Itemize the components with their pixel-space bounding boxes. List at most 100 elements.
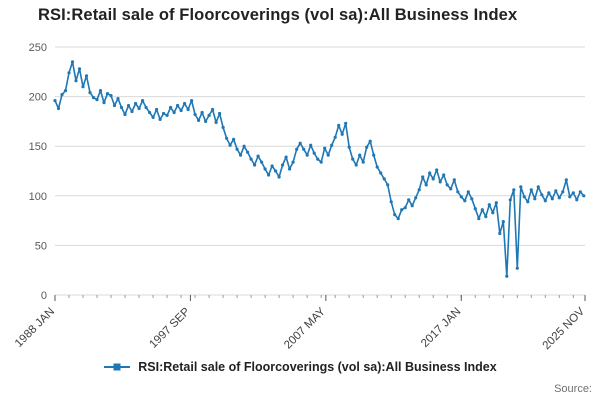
- legend-label: RSI:Retail sale of Floorcoverings (vol s…: [138, 360, 497, 374]
- data-point: [431, 177, 435, 181]
- data-point: [473, 207, 477, 211]
- data-point: [445, 183, 449, 187]
- data-point: [428, 171, 432, 175]
- data-point: [274, 169, 278, 173]
- data-point: [337, 123, 341, 127]
- legend-square-icon: [113, 363, 121, 371]
- data-point: [533, 197, 537, 201]
- data-point: [242, 144, 246, 148]
- data-point: [449, 187, 453, 191]
- data-point: [218, 111, 222, 116]
- data-point: [253, 163, 257, 167]
- data-point: [207, 113, 211, 117]
- data-point: [98, 89, 103, 93]
- data-point: [172, 110, 176, 115]
- data-point: [396, 217, 400, 221]
- data-point: [522, 195, 526, 199]
- x-tick-label: 1997 SEP: [147, 305, 192, 350]
- data-point: [116, 97, 120, 101]
- data-point: [361, 160, 365, 164]
- data-point: [56, 106, 61, 111]
- y-tick-label: 100: [29, 191, 47, 203]
- data-point: [200, 110, 204, 115]
- data-point: [70, 60, 75, 64]
- data-point: [183, 101, 187, 106]
- data-point: [162, 111, 166, 116]
- data-point: [148, 110, 152, 115]
- data-point: [246, 150, 250, 154]
- data-point: [316, 157, 320, 161]
- line-chart: 0 50 100 150 200 250 1988 JAN 1997 SEP 2007 MAY 2…: [13, 42, 588, 352]
- data-point: [463, 199, 467, 203]
- data-point: [190, 99, 194, 103]
- data-point: [354, 163, 358, 167]
- data-point: [414, 196, 418, 200]
- data-point: [263, 167, 267, 171]
- data-point: [204, 119, 208, 123]
- data-point: [137, 106, 141, 111]
- data-point: [557, 196, 561, 200]
- data-point: [284, 155, 288, 159]
- data-point: [281, 163, 285, 167]
- data-point: [424, 183, 428, 187]
- data-point: [512, 188, 516, 192]
- source-label: Source:: [554, 383, 592, 395]
- data-point: [410, 204, 414, 208]
- data-point: [564, 178, 568, 182]
- data-point: [550, 197, 554, 201]
- data-point: [582, 194, 586, 198]
- data-point: [568, 195, 572, 199]
- data-point: [459, 195, 463, 199]
- data-point: [407, 198, 411, 202]
- data-point: [144, 105, 148, 110]
- data-point: [141, 99, 145, 103]
- data-point: [561, 190, 565, 194]
- data-point: [228, 143, 232, 147]
- data-point: [372, 153, 376, 157]
- data-point: [53, 99, 57, 103]
- data-point: [126, 103, 131, 108]
- data-point: [176, 103, 180, 108]
- data-point: [540, 193, 544, 197]
- data-point: [158, 117, 162, 121]
- data-point: [298, 141, 302, 145]
- data-point: [60, 93, 64, 97]
- data-point: [84, 74, 89, 78]
- data-point: [340, 132, 344, 136]
- data-point: [309, 143, 313, 147]
- data-point: [368, 139, 372, 143]
- data-point: [438, 180, 442, 184]
- data-point: [365, 145, 369, 149]
- data-point: [63, 89, 68, 93]
- data-point: [351, 157, 355, 161]
- data-point: [119, 105, 124, 110]
- data-point: [291, 160, 295, 164]
- data-point: [302, 147, 306, 151]
- data-point: [501, 220, 505, 224]
- data-point: [134, 101, 138, 106]
- data-point: [515, 266, 519, 270]
- data-point: [330, 143, 334, 147]
- data-point: [382, 177, 386, 181]
- data-point: [295, 147, 299, 151]
- data-point: [260, 160, 264, 164]
- data-point: [239, 153, 243, 157]
- data-point: [267, 173, 271, 177]
- data-point: [186, 107, 190, 112]
- data-point: [575, 198, 579, 202]
- data-point: [456, 190, 460, 194]
- data-point: [256, 154, 260, 158]
- data-point: [470, 197, 474, 201]
- data-point: [270, 164, 274, 168]
- x-tick-label: 2025 NOV: [541, 305, 588, 352]
- data-point: [417, 188, 421, 192]
- data-point: [81, 85, 85, 89]
- legend: RSI:Retail sale of Floorcoverings (vol s…: [0, 360, 600, 374]
- x-tick-label: 2007 MAY: [282, 305, 328, 351]
- data-point: [169, 105, 173, 110]
- data-point: [379, 171, 383, 175]
- data-point: [193, 112, 197, 117]
- data-point: [214, 120, 218, 124]
- data-point: [109, 94, 113, 98]
- data-point: [347, 145, 351, 149]
